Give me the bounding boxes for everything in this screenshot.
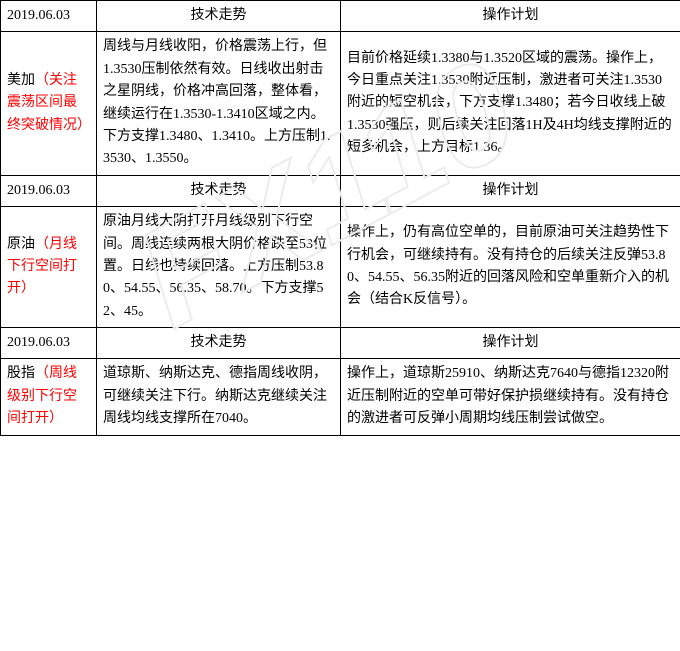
tech-cell: 周线与月线收阳，价格震荡上行，但1.3530压制依然有效。日线收出射击之星阴线，…: [97, 32, 341, 175]
analysis-table: 2019.06.03 技术走势 操作计划 美加（关注震荡区间最终突破情况） 周线…: [0, 0, 680, 436]
table-wrapper: FX110 2019.06.03 技术走势 操作计划 美加（关注震荡区间最终突破…: [0, 0, 680, 436]
instrument-cell: 美加（关注震荡区间最终突破情况）: [1, 32, 97, 175]
plan-header: 操作计划: [341, 1, 680, 32]
tech-cell: 原油月线大阴打开月线级别下行空间。周线连续两根大阴价格跌至53位置。日线也持续回…: [97, 207, 341, 328]
plan-cell: 操作上，道琼斯25910、纳斯达克7640与德指12320附近压制附近的空单可带…: [341, 359, 680, 435]
plan-header: 操作计划: [341, 175, 680, 206]
date-cell: 2019.06.03: [1, 175, 97, 206]
tech-header: 技术走势: [97, 1, 341, 32]
header-row: 2019.06.03 技术走势 操作计划: [1, 328, 680, 359]
instrument-name: 美加: [7, 73, 35, 88]
instrument-cell: 原油（月线下行空间打开）: [1, 207, 97, 328]
date-cell: 2019.06.03: [1, 328, 97, 359]
header-row: 2019.06.03 技术走势 操作计划: [1, 175, 680, 206]
header-row: 2019.06.03 技术走势 操作计划: [1, 1, 680, 32]
plan-cell: 目前价格延续1.3380与1.3520区域的震荡。操作上，今日重点关注1.353…: [341, 32, 680, 175]
date-cell: 2019.06.03: [1, 1, 97, 32]
content-row: 美加（关注震荡区间最终突破情况） 周线与月线收阳，价格震荡上行，但1.3530压…: [1, 32, 680, 175]
instrument-name: 股指: [7, 366, 35, 381]
tech-header: 技术走势: [97, 328, 341, 359]
instrument-cell: 股指（周线级别下行空间打开）: [1, 359, 97, 435]
content-row: 股指（周线级别下行空间打开） 道琼斯、纳斯达克、德指周线收阴，可继续关注下行。纳…: [1, 359, 680, 435]
content-row: 原油（月线下行空间打开） 原油月线大阴打开月线级别下行空间。周线连续两根大阴价格…: [1, 207, 680, 328]
tech-header: 技术走势: [97, 175, 341, 206]
plan-header: 操作计划: [341, 328, 680, 359]
instrument-name: 原油: [7, 237, 35, 252]
plan-cell: 操作上，仍有高位空单的，目前原油可关注趋势性下行机会，可继续持有。没有持仓的后续…: [341, 207, 680, 328]
tech-cell: 道琼斯、纳斯达克、德指周线收阴，可继续关注下行。纳斯达克继续关注周线均线支撑所在…: [97, 359, 341, 435]
